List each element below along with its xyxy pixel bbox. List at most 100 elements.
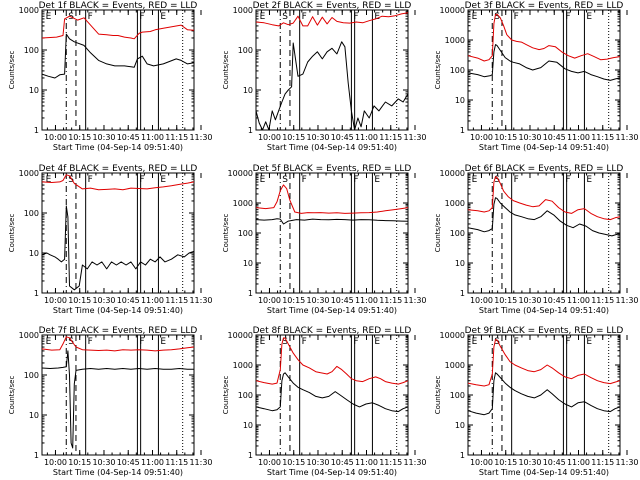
x-tick-label: 11:00 (141, 133, 164, 142)
region-label: E (472, 337, 478, 347)
x-tick-label: 11:15 (591, 133, 614, 142)
region-label: E (160, 175, 166, 185)
region-label: S (68, 175, 74, 185)
region-label: F (88, 12, 93, 22)
x-tick-label: 11:15 (591, 296, 614, 305)
panel-title: Det 3f BLACK = Events, RED = LLD (465, 1, 624, 11)
region-label: F (88, 337, 93, 347)
y-tick-label: 1000 (445, 361, 465, 370)
x-axis-label: Start Time (04-Sep-14 09:51:40) (53, 143, 183, 152)
y-tick-label: 100 (24, 209, 39, 218)
x-tick-label: 10:30 (306, 133, 329, 142)
x-tick-label: 11:30 (403, 133, 426, 142)
plot-frame (467, 9, 621, 131)
region-label: F (88, 175, 93, 185)
x-tick-label: 11:30 (615, 133, 638, 142)
x-tick-label: 10:30 (518, 133, 541, 142)
y-tick-label: 1 (460, 451, 465, 460)
panel-title: Det 9f BLACK = Events, RED = LLD (465, 326, 624, 336)
x-tick-label: 10:00 (44, 133, 67, 142)
region-label: E (586, 12, 592, 22)
detector-panel-2: Det 2f BLACK = Events, RED = LLD 1 10 100 10… (222, 1, 427, 152)
y-tick-label: 10 (455, 96, 465, 105)
y-axis-label: Counts/sec (222, 51, 230, 90)
x-tick-label: 10:00 (44, 296, 67, 305)
y-tick-label: 10 (243, 86, 253, 95)
y-tick-label: 10 (29, 249, 39, 258)
x-tick-label: 10:30 (518, 458, 541, 467)
x-tick-label: 11:30 (189, 133, 212, 142)
region-label: E (46, 337, 52, 347)
x-tick-label: 10:30 (92, 296, 115, 305)
plot-frame (255, 9, 409, 131)
x-tick-label: 10:15 (494, 133, 517, 142)
x-tick-label: 10:15 (282, 133, 305, 142)
x-tick-label: 11:00 (355, 133, 378, 142)
region-label: E (374, 175, 380, 185)
region-label: F (302, 175, 307, 185)
y-tick-label: 1000 (445, 199, 465, 208)
region-label: F (302, 12, 307, 22)
y-tick-label: 10000 (228, 169, 253, 178)
y-axis-label: Counts/sec (8, 214, 16, 253)
region-label: S (68, 337, 74, 347)
y-tick-label: 100 (238, 229, 253, 238)
panel-title: Det 1f BLACK = Events, RED = LLD (39, 1, 198, 11)
y-tick-label: 10000 (440, 331, 465, 340)
x-axis-label: Start Time (04-Sep-14 09:51:40) (53, 468, 183, 477)
y-tick-label: 100 (238, 391, 253, 400)
y-tick-label: 1000 (233, 6, 253, 15)
series-line-lld (41, 15, 195, 40)
y-tick-label: 1 (34, 289, 39, 298)
x-tick-label: 10:45 (117, 296, 140, 305)
region-label: E (160, 12, 166, 22)
x-tick-label: 11:15 (591, 458, 614, 467)
region-label: S (494, 337, 500, 347)
region-label: E (46, 175, 52, 185)
x-tick-label: 10:30 (518, 296, 541, 305)
series-line-events (467, 372, 621, 416)
series-line-events (467, 44, 621, 81)
x-tick-label: 11:00 (567, 458, 590, 467)
panel-title: Det 4f BLACK = Events, RED = LLD (39, 164, 198, 174)
y-tick-label: 1 (34, 126, 39, 135)
detector-panel-7: Det 7f BLACK = Events, RED = LLD 1 10 100 10… (8, 326, 213, 477)
x-tick-label: 11:15 (379, 458, 402, 467)
x-tick-label: 11:15 (165, 296, 188, 305)
x-axis-label: Start Time (04-Sep-14 09:51:40) (53, 306, 183, 315)
series-line-events (255, 41, 409, 131)
region-label: F (139, 12, 144, 22)
y-tick-label: 1 (248, 126, 253, 135)
x-tick-label: 11:15 (379, 133, 402, 142)
y-tick-label: 1000 (19, 6, 39, 15)
x-tick-label: 10:45 (543, 296, 566, 305)
x-axis-label: Start Time (04-Sep-14 09:51:40) (479, 143, 609, 152)
x-tick-label: 11:00 (141, 296, 164, 305)
series-line-lld (255, 12, 409, 27)
plot-frame (255, 172, 409, 294)
series-line-lld (41, 336, 195, 352)
region-label: F (302, 337, 307, 347)
x-tick-label: 11:30 (615, 296, 638, 305)
plot-frame (467, 172, 621, 294)
y-tick-label: 10 (243, 259, 253, 268)
y-axis-label: Counts/sec (434, 376, 442, 415)
region-label: F (514, 12, 519, 22)
x-tick-label: 10:45 (543, 458, 566, 467)
series-line-lld (467, 176, 621, 221)
region-label: E (472, 12, 478, 22)
region-label: F (353, 12, 358, 22)
region-label: E (260, 12, 266, 22)
region-label: F (139, 337, 144, 347)
x-tick-label: 10:45 (331, 458, 354, 467)
region-label: F (353, 175, 358, 185)
detector-panel-1: Det 1f BLACK = Events, RED = LLD 1 10 100 10… (8, 1, 213, 152)
region-label: E (586, 175, 592, 185)
x-tick-label: 11:30 (403, 296, 426, 305)
y-tick-label: 100 (24, 46, 39, 55)
series-line-events (255, 372, 409, 413)
region-label: E (374, 12, 380, 22)
y-axis-label: Counts/sec (8, 51, 16, 90)
x-tick-label: 11:30 (615, 458, 638, 467)
y-tick-label: 10 (29, 411, 39, 420)
